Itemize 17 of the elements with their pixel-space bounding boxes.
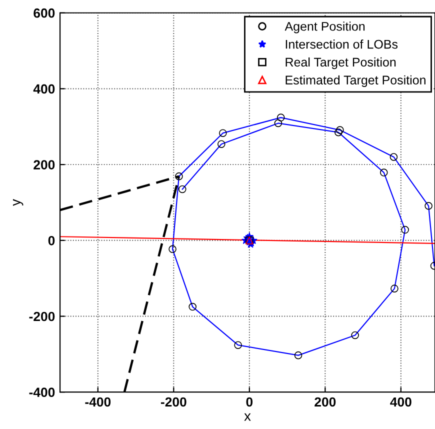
- y-tick-label: -200: [29, 312, 55, 322]
- y-tick-label: 600: [34, 8, 55, 18]
- y-tick-label: -400: [29, 388, 55, 398]
- y-tick-label: 200: [34, 160, 55, 170]
- legend-label: Estimated Target Position: [286, 75, 426, 87]
- x-tick-label: 200: [314, 397, 336, 407]
- x-tick-label: 0: [246, 397, 253, 407]
- x-tick-label: -400: [85, 397, 111, 407]
- x-axis-title: x: [244, 413, 251, 421]
- y-tick-label: 400: [33, 84, 55, 94]
- legend-label: Agent Position: [284, 22, 365, 34]
- x-tick-label: 400: [390, 397, 412, 407]
- legend-label: Real Target Position: [286, 57, 396, 70]
- y-tick-label: 0: [48, 236, 55, 246]
- x-tick-label: -200: [160, 397, 186, 407]
- y-axis-title: y: [12, 199, 24, 206]
- legend-label: Intersection of LOBs: [286, 40, 398, 49]
